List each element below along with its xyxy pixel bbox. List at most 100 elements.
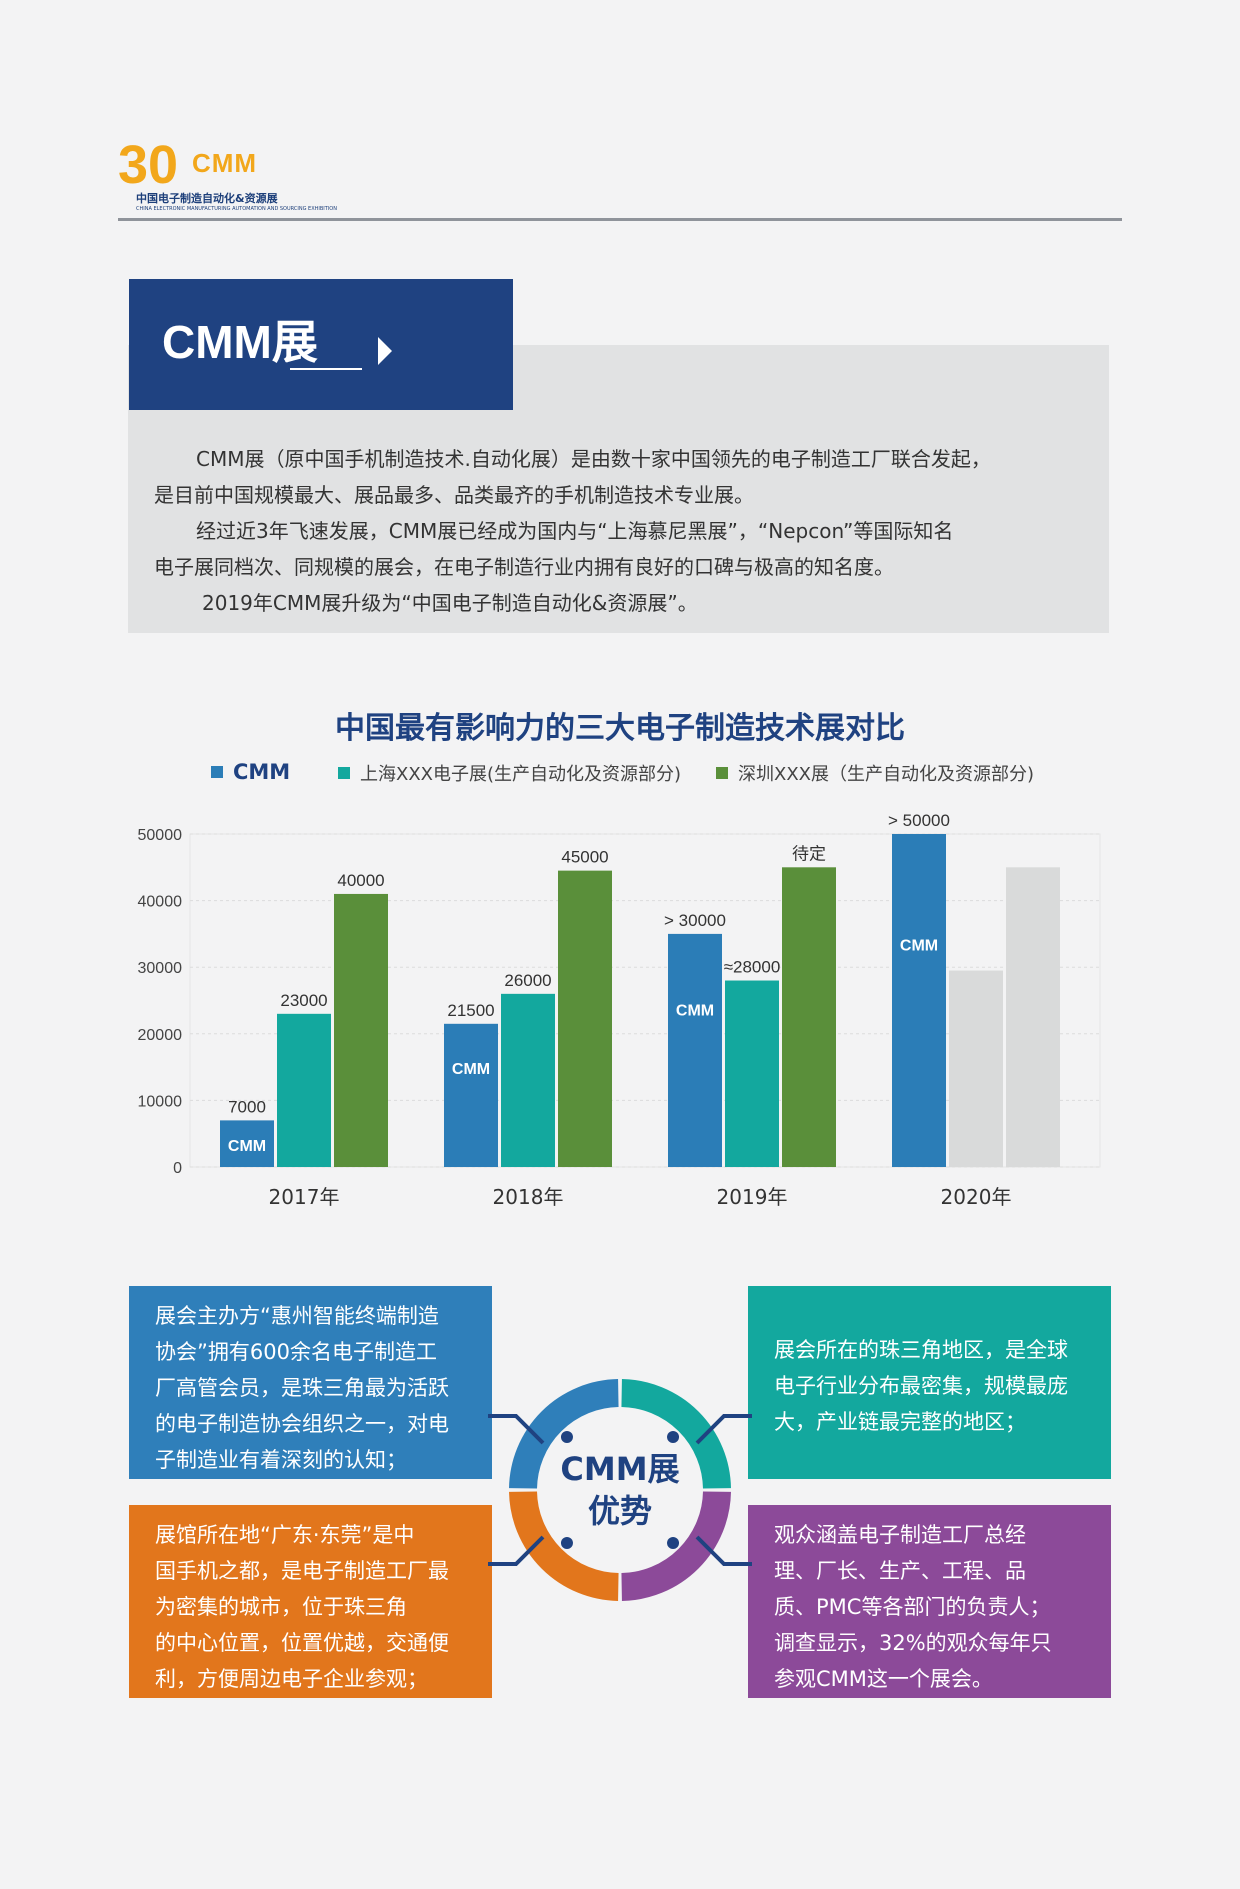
ring-segment: [621, 1491, 731, 1601]
advantage-line: 协会”拥有600余名电子制造工: [155, 1340, 437, 1364]
x-tick-label: 2018年: [493, 1185, 564, 1209]
bar: [558, 870, 612, 1167]
connector-dot: [560, 1430, 573, 1443]
intro-paragraph-2-line-1: 经过近3年飞速发展，CMM展已经成为国内与“上海慕尼黑展”，“Nepcon”等国…: [196, 519, 954, 543]
data-label: 26000: [504, 971, 551, 990]
advantage-text: 展会所在的珠三角地区，是全球 电子行业分布最密集，规模最庞 大，产业链最完整的地区；: [774, 1332, 1091, 1440]
bar: [444, 1023, 498, 1167]
bar: [725, 980, 779, 1167]
y-tick-label: 40000: [138, 894, 183, 911]
y-tick-label: 10000: [138, 1093, 183, 1110]
advantage-text: 观众涵盖电子制造工厂总经 理、厂长、生产、工程、品质、PMC等各部门的负责人； 调查…: [774, 1517, 1091, 1697]
legend-item-shanghai: 上海XXX电子展(生产自动化及资源部分): [338, 760, 681, 786]
bar-inner-label: CMM: [676, 1002, 714, 1019]
logo-subtitle-cn: 中国电子制造自动化&资源展: [136, 192, 278, 205]
chart-title: 中国最有影响力的三大电子制造技术展对比: [335, 711, 905, 746]
data-label: 待定: [792, 844, 826, 863]
bar: [782, 867, 836, 1167]
legend-swatch: [716, 767, 728, 779]
ring-label-line-2: 优势: [587, 1492, 652, 1530]
bar: [1006, 867, 1060, 1167]
advantage-ring: [488, 1379, 752, 1601]
data-label: ≈28000: [724, 958, 781, 977]
data-label: 45000: [561, 848, 608, 867]
y-tick-label: 30000: [138, 960, 183, 977]
bar-chart: 0 10000 20000 30000 40000 50000 7000 CMM 23000 40…: [138, 811, 1101, 1209]
ring-segment: [621, 1379, 731, 1489]
legend-label: CMM: [233, 760, 291, 784]
bar: [892, 834, 946, 1167]
advantage-line: 电子行业分布最密集，规模最庞: [774, 1374, 1068, 1398]
header-divider: [118, 218, 1122, 221]
section-title-box: [129, 279, 513, 410]
advantage-line: 国手机之都，是电子制造工厂最: [155, 1559, 449, 1583]
ring-segment: [509, 1491, 619, 1601]
data-label: > 30000: [664, 911, 726, 930]
advantage-line: 的电子制造协会组织之一，对电: [155, 1412, 449, 1436]
advantage-line: 大，产业链最完整的地区；: [774, 1410, 1026, 1434]
ring-label-line-1: CMM展: [560, 1450, 680, 1488]
advantage-card-audience: 观众涵盖电子制造工厂总经 理、厂长、生产、工程、品质、PMC等各部门的负责人； 调查…: [748, 1505, 1111, 1698]
intro-paragraph-2-line-2: 电子展同档次、同规模的展会，在电子制造行业内拥有良好的口碑与极高的知名度。: [154, 555, 894, 579]
y-tick-label: 0: [173, 1160, 182, 1177]
advantage-line: 观众涵盖电子制造工厂总经: [774, 1523, 1026, 1547]
bar: [277, 1013, 331, 1167]
legend-item-cmm: CMM: [211, 760, 290, 784]
advantage-line: 展会所在的珠三角地区，是全球: [774, 1338, 1068, 1362]
legend-label: 深圳XXX展（生产自动化及资源部分): [738, 764, 1035, 785]
bar: [501, 993, 555, 1167]
data-label: 7000: [228, 1097, 266, 1116]
bar: [949, 970, 1003, 1167]
legend-swatch: [338, 767, 350, 779]
logo-number: 30: [118, 135, 179, 195]
legend-label: 上海XXX电子展(生产自动化及资源部分): [360, 764, 682, 785]
connector-line: [695, 1535, 752, 1566]
advantage-card-region: 展会所在的珠三角地区，是全球 电子行业分布最密集，规模最庞 大，产业链最完整的地区；: [748, 1286, 1111, 1479]
logo-subtitle-en: CHINA ELECTRONIC MANUFACTURING AUTOMATIO…: [136, 206, 337, 212]
y-tick-label: 50000: [138, 827, 183, 844]
bar: [220, 1120, 274, 1167]
bar-inner-label: CMM: [228, 1138, 266, 1155]
data-label: 21500: [447, 1001, 494, 1020]
advantage-line: 参观CMM这一个展会。: [774, 1667, 993, 1691]
connector-dot: [667, 1537, 680, 1550]
bar: [668, 933, 722, 1167]
play-arrow-icon: [378, 337, 392, 365]
advantage-line: 为密集的城市，位于珠三角: [155, 1595, 407, 1619]
legend-item-shenzhen: 深圳XXX展（生产自动化及资源部分): [716, 760, 1034, 786]
advantage-text: 展会主办方“惠州智能终端制造 协会”拥有600余名电子制造工 厂高管会员，是珠三角最…: [155, 1298, 472, 1478]
ring-segment: [509, 1379, 619, 1489]
bar: [334, 893, 388, 1167]
x-tick-label: 2020年: [941, 1185, 1012, 1209]
bar-inner-label: CMM: [452, 1061, 490, 1078]
data-label: > 50000: [888, 811, 950, 830]
advantage-line: 质、PMC等各部门的负责人；: [774, 1595, 1051, 1619]
intro-paragraph-1-line-1: CMM展（原中国手机制造技术.自动化展）是由数十家中国领先的电子制造工厂联合发起…: [196, 447, 991, 471]
advantage-card-venue: 展馆所在地“广东·东莞”是中国手机之都，是电子制造工厂最 为密集的城市，位于珠三角…: [129, 1505, 492, 1698]
ring-center-label: CMM展 优势: [520, 1448, 720, 1532]
advantage-line: 展会主办方“惠州智能终端制造: [155, 1304, 439, 1328]
intro-paragraph-3: 2019年CMM展升级为“中国电子制造自动化&资源展”。: [202, 591, 698, 615]
intro-paragraph-1-line-2: 是目前中国规模最大、展品最多、品类最齐的手机制造技术专业展。: [154, 483, 754, 507]
x-tick-label: 2019年: [717, 1185, 788, 1209]
title-underline: [290, 368, 362, 370]
advantage-line: 利，方便周边电子企业参观；: [155, 1667, 428, 1691]
advantage-line: 厂高管会员，是珠三角最为活跃: [155, 1376, 449, 1400]
section-title: CMM展: [162, 316, 318, 368]
advantage-line: 子制造业有着深刻的认知；: [155, 1448, 407, 1472]
advantage-line: 调查显示，32%的观众每年只: [774, 1631, 1052, 1655]
connector-line: [695, 1414, 752, 1445]
advantage-card-organizer: 展会主办方“惠州智能终端制造 协会”拥有600余名电子制造工 厂高管会员，是珠三角最…: [129, 1286, 492, 1479]
advantage-line: 理、厂长、生产、工程、品: [774, 1559, 1026, 1583]
connector-line: [488, 1535, 545, 1566]
advantage-line: 展馆所在地“广东·东莞”是中: [155, 1523, 415, 1547]
logo-brand: CMM: [192, 148, 258, 178]
connector-dot: [667, 1430, 680, 1443]
advantage-line: 的中心位置，位置优越，交通便: [155, 1631, 449, 1655]
connector-line: [488, 1414, 545, 1445]
advantage-text: 展馆所在地“广东·东莞”是中国手机之都，是电子制造工厂最 为密集的城市，位于珠三角…: [155, 1517, 472, 1697]
x-tick-label: 2017年: [269, 1185, 340, 1209]
legend-swatch: [211, 766, 223, 778]
connector-dot: [560, 1537, 573, 1550]
plot-frame: [189, 833, 1101, 1168]
